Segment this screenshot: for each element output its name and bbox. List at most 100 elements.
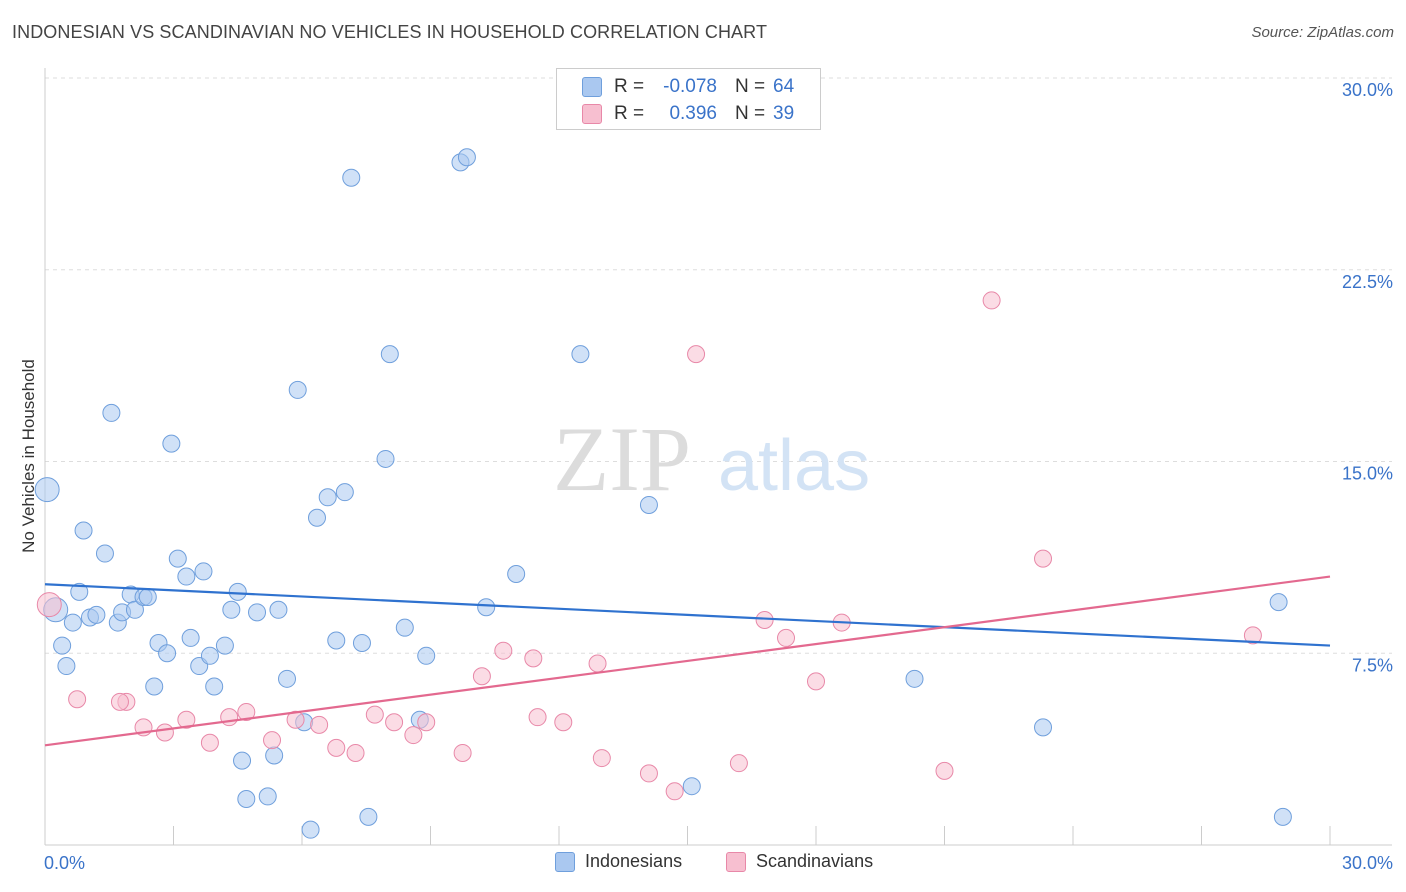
scandinavians-point bbox=[687, 345, 706, 364]
indonesians-point bbox=[335, 483, 354, 502]
indonesians-point bbox=[288, 380, 307, 399]
y-tick-label: 15.0% bbox=[1342, 464, 1393, 484]
indonesians-point bbox=[177, 567, 196, 586]
indonesians-point bbox=[74, 521, 93, 540]
scandinavians-point bbox=[639, 764, 658, 783]
y-tick-label: 30.0% bbox=[1342, 80, 1393, 100]
tick-labels: 7.5% 15.0% 22.5% 30.0% 0.0% 30.0% bbox=[44, 80, 1393, 873]
r-label: R = bbox=[614, 103, 645, 124]
indonesians-point bbox=[70, 582, 89, 601]
series-scandinavians bbox=[36, 291, 1262, 801]
scandinavians-point bbox=[1034, 549, 1053, 568]
scandinavians-point bbox=[524, 649, 543, 668]
n-label: N = bbox=[735, 103, 766, 124]
scandinavians-point bbox=[177, 710, 196, 729]
scandinavians-point bbox=[729, 754, 748, 773]
watermark-atlas: atlas bbox=[718, 426, 870, 506]
indonesians-point bbox=[417, 646, 436, 665]
scandinavians-point bbox=[982, 291, 1001, 310]
watermark-zip: ZIP bbox=[553, 408, 691, 510]
indonesians-point bbox=[222, 600, 241, 619]
scandinavians-point bbox=[237, 703, 256, 722]
indonesians-point bbox=[233, 751, 252, 770]
indonesians-point bbox=[258, 787, 277, 806]
scandinavians-point bbox=[592, 749, 611, 768]
scandinavians-point bbox=[200, 733, 219, 752]
indonesians-point bbox=[278, 669, 297, 688]
scandinavians-point bbox=[807, 672, 825, 691]
indonesians-point bbox=[380, 345, 399, 364]
scandinavians-point bbox=[588, 654, 607, 673]
scandinavians-point bbox=[417, 713, 436, 732]
indonesians-point bbox=[1034, 718, 1053, 737]
scandinavians-point bbox=[365, 705, 384, 724]
scandinavians-point bbox=[110, 692, 129, 711]
scandinavians-point bbox=[286, 710, 305, 729]
indonesians-point bbox=[395, 618, 414, 637]
indonesians-point bbox=[194, 562, 213, 581]
stats-legend: R = -0.078 N = 64 R = 0.396 N = 39 bbox=[556, 68, 821, 130]
axes bbox=[44, 68, 1392, 846]
legend-item-indonesians[interactable]: Indonesians bbox=[555, 851, 682, 872]
indonesians-point bbox=[307, 508, 326, 527]
stats-row-scandinavians: R = 0.396 N = 39 bbox=[557, 100, 822, 128]
n-value: 64 bbox=[773, 76, 795, 97]
indonesians-point bbox=[507, 564, 526, 583]
legend-item-scandinavians[interactable]: Scandinavians bbox=[726, 851, 873, 872]
indonesians-trend-line bbox=[44, 583, 1331, 647]
scandinavians-point bbox=[68, 690, 87, 709]
indonesians-point bbox=[53, 636, 72, 655]
scandinavians-swatch bbox=[582, 104, 602, 124]
indonesians-point bbox=[87, 605, 106, 624]
scandinavians-point bbox=[453, 743, 472, 762]
scandinavians-point bbox=[777, 628, 796, 647]
indonesians-point bbox=[318, 488, 337, 507]
legend-label-scandinavians: Scandinavians bbox=[756, 851, 874, 871]
indonesians-point bbox=[327, 631, 346, 650]
scandinavians-point bbox=[263, 731, 282, 750]
scandinavians-point bbox=[935, 761, 954, 780]
x-tick-label-max: 30.0% bbox=[1342, 853, 1393, 873]
trend-lines bbox=[44, 575, 1331, 747]
indonesians-point bbox=[95, 544, 114, 563]
n-value: 39 bbox=[773, 103, 795, 124]
scandinavians-point bbox=[36, 592, 62, 618]
y-tick-label: 22.5% bbox=[1342, 272, 1393, 292]
indonesians-point bbox=[477, 598, 496, 617]
indonesians-point bbox=[138, 588, 157, 607]
r-label: R = bbox=[614, 76, 645, 97]
scandinavians-point bbox=[310, 715, 329, 734]
indonesians-point bbox=[457, 148, 476, 167]
scandinavians-point bbox=[404, 726, 423, 745]
indonesians-point bbox=[352, 634, 371, 653]
indonesians-point bbox=[181, 628, 200, 647]
indonesians-point bbox=[905, 669, 924, 688]
indonesians-point bbox=[168, 549, 187, 568]
y-axis-label: No Vehicles in Household bbox=[19, 359, 38, 553]
indonesians-point bbox=[34, 477, 60, 503]
indonesians-point bbox=[342, 168, 361, 187]
legend-label-indonesians: Indonesians bbox=[585, 851, 683, 871]
indonesians-point bbox=[639, 495, 658, 514]
scandinavians-point bbox=[755, 611, 774, 630]
indonesians-point bbox=[205, 677, 224, 696]
r-value: -0.078 bbox=[663, 76, 717, 97]
indonesians-point bbox=[571, 345, 590, 364]
scandinavians-point bbox=[346, 743, 365, 762]
indonesians-point bbox=[57, 657, 76, 676]
indonesians-point bbox=[1269, 593, 1288, 612]
indonesians-point bbox=[158, 644, 177, 663]
indonesians-point bbox=[376, 449, 395, 468]
scandinavians-point bbox=[155, 723, 174, 742]
indonesians-point bbox=[215, 636, 234, 655]
bottom-legend: Indonesians Scandinavians bbox=[0, 851, 1406, 877]
indonesians-point bbox=[63, 613, 82, 632]
scandinavians-legend-swatch bbox=[726, 851, 746, 872]
indonesians-point bbox=[125, 600, 144, 619]
indonesians-point bbox=[162, 434, 181, 453]
scandinavians-point bbox=[665, 782, 684, 801]
indonesians-point bbox=[265, 746, 284, 765]
indonesians-point bbox=[1273, 807, 1292, 826]
chart-title: INDONESIAN VS SCANDINAVIAN NO VEHICLES I… bbox=[12, 22, 768, 42]
